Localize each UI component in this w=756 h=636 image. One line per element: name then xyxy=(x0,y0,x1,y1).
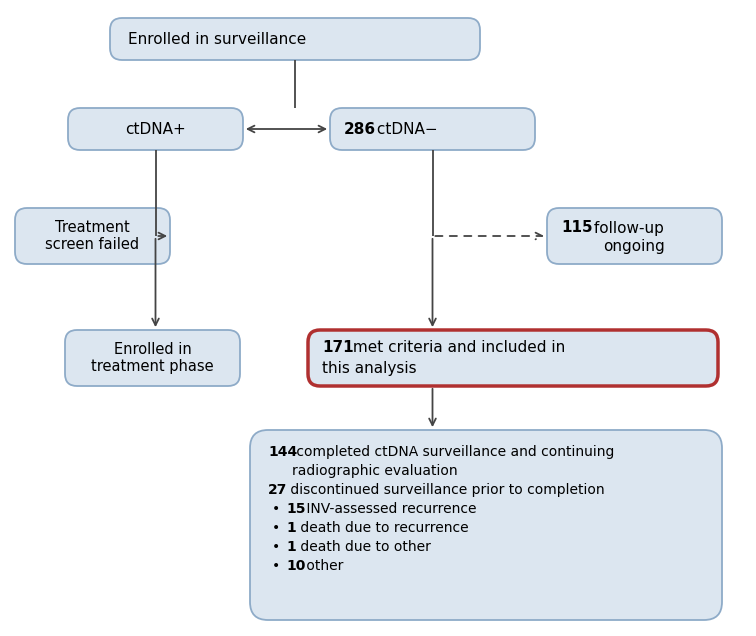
Text: Enrolled in
treatment phase: Enrolled in treatment phase xyxy=(91,342,214,374)
Text: Enrolled in surveillance: Enrolled in surveillance xyxy=(128,32,306,46)
Text: 10: 10 xyxy=(286,559,305,573)
Text: this analysis: this analysis xyxy=(322,361,417,375)
Text: 1: 1 xyxy=(286,521,296,535)
Text: Treatment
screen failed: Treatment screen failed xyxy=(45,220,140,252)
FancyBboxPatch shape xyxy=(110,18,480,60)
Text: discontinued surveillance prior to completion: discontinued surveillance prior to compl… xyxy=(286,483,605,497)
FancyBboxPatch shape xyxy=(68,108,243,150)
Text: radiographic evaluation: radiographic evaluation xyxy=(292,464,457,478)
Text: 115: 115 xyxy=(561,221,593,235)
Text: met criteria and included in: met criteria and included in xyxy=(348,340,565,356)
Text: follow-up: follow-up xyxy=(589,221,664,235)
Text: ctDNA+: ctDNA+ xyxy=(125,121,186,137)
Text: other: other xyxy=(302,559,343,573)
FancyBboxPatch shape xyxy=(250,430,722,620)
Text: 286: 286 xyxy=(344,121,376,137)
Text: completed ctDNA surveillance and continuing: completed ctDNA surveillance and continu… xyxy=(292,445,615,459)
Text: ctDNA−: ctDNA− xyxy=(372,121,438,137)
Text: ongoing: ongoing xyxy=(603,238,665,254)
FancyBboxPatch shape xyxy=(308,330,718,386)
Text: 1: 1 xyxy=(286,540,296,554)
FancyBboxPatch shape xyxy=(15,208,170,264)
Text: 144: 144 xyxy=(268,445,297,459)
Text: •: • xyxy=(272,540,280,554)
FancyBboxPatch shape xyxy=(65,330,240,386)
Text: 15: 15 xyxy=(286,502,305,516)
Text: •: • xyxy=(272,502,280,516)
FancyBboxPatch shape xyxy=(330,108,535,150)
Text: death due to other: death due to other xyxy=(296,540,431,554)
Text: death due to recurrence: death due to recurrence xyxy=(296,521,469,535)
Text: •: • xyxy=(272,521,280,535)
Text: 27: 27 xyxy=(268,483,287,497)
Text: 171: 171 xyxy=(322,340,354,356)
Text: INV-assessed recurrence: INV-assessed recurrence xyxy=(302,502,476,516)
Text: •: • xyxy=(272,559,280,573)
FancyBboxPatch shape xyxy=(547,208,722,264)
